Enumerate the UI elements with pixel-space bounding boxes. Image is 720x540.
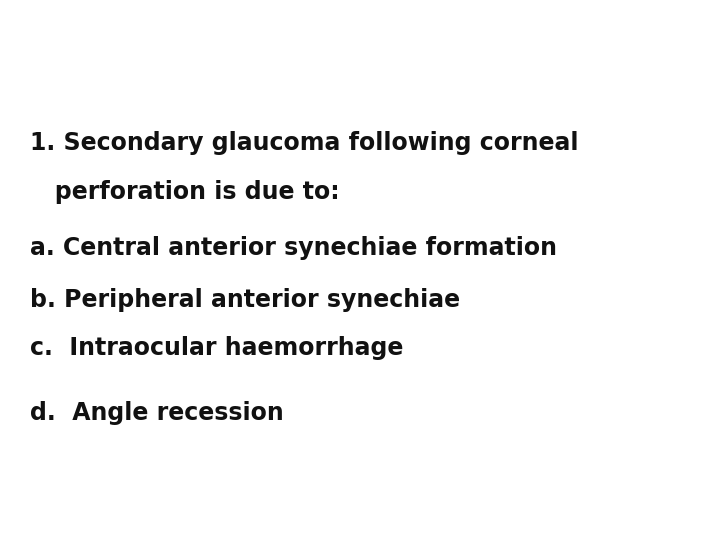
Text: a. Central anterior synechiae formation: a. Central anterior synechiae formation [30, 237, 557, 260]
Text: b. Peripheral anterior synechiae: b. Peripheral anterior synechiae [30, 288, 460, 312]
Text: perforation is due to:: perforation is due to: [30, 180, 340, 204]
Text: d.  Angle recession: d. Angle recession [30, 401, 284, 425]
Text: c.  Intraocular haemorrhage: c. Intraocular haemorrhage [30, 336, 404, 360]
Text: 1. Secondary glaucoma following corneal: 1. Secondary glaucoma following corneal [30, 131, 579, 155]
